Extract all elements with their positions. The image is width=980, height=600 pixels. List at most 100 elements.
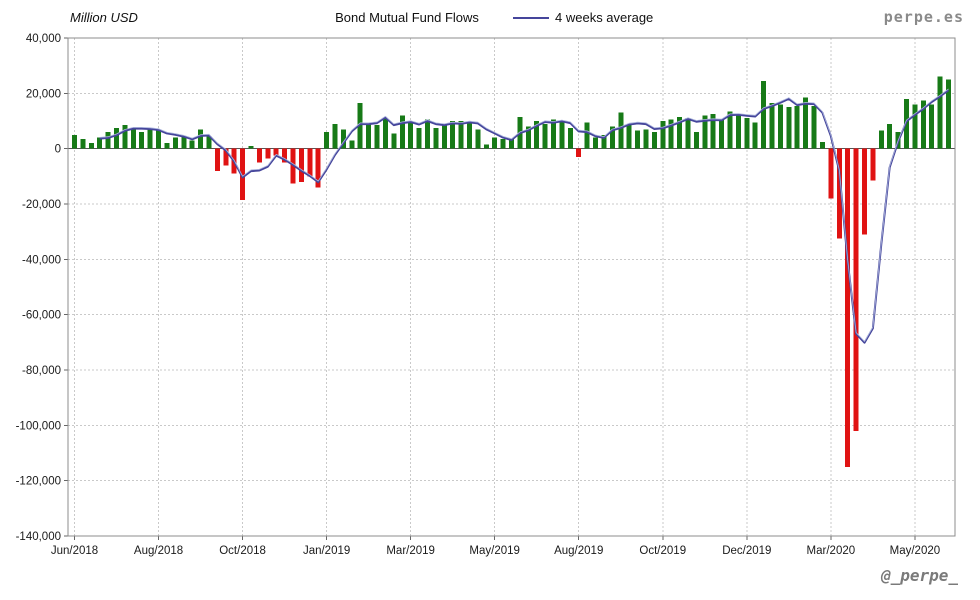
flow-bar	[685, 118, 691, 149]
flow-bar	[551, 119, 557, 149]
flow-bar	[483, 144, 489, 149]
flow-bar	[248, 145, 254, 149]
flow-bar	[433, 127, 439, 149]
x-tick-label: Oct/2018	[219, 545, 266, 557]
y-tick-label: -140,000	[16, 531, 61, 543]
flow-bar	[122, 125, 128, 149]
y-tick-label: -20,000	[22, 199, 61, 211]
flow-bar	[761, 80, 767, 149]
flow-bar	[114, 127, 120, 149]
flow-bar	[702, 115, 708, 149]
flow-bar	[853, 148, 859, 431]
flow-bar	[534, 121, 540, 149]
flow-bar	[424, 119, 430, 149]
x-tick-label: May/2019	[469, 545, 520, 557]
flow-bar	[382, 118, 388, 149]
flow-bar	[198, 129, 204, 149]
legend-line-sample-icon	[513, 16, 549, 19]
flow-bar	[466, 122, 472, 149]
y-tick-label: -60,000	[22, 310, 61, 322]
flow-bar	[618, 112, 624, 149]
flow-bar	[240, 148, 246, 200]
flow-bar	[752, 122, 758, 149]
x-tick-label: Aug/2019	[554, 545, 603, 557]
flow-bar	[366, 123, 372, 149]
twitter-handle: @_perpe_	[880, 566, 958, 585]
flow-bar	[593, 137, 599, 149]
flow-bar	[500, 138, 506, 149]
x-tick-label: Jan/2019	[303, 545, 350, 557]
flow-bar	[786, 107, 792, 149]
flow-bar	[88, 143, 94, 149]
flow-bar	[601, 134, 607, 149]
chart-title: Bond Mutual Fund Flows	[335, 10, 479, 25]
x-tick-label: Mar/2019	[386, 545, 435, 557]
plot-border	[67, 37, 956, 537]
flow-bar	[307, 148, 313, 177]
site-watermark: perpe.es	[883, 8, 964, 26]
average-line	[99, 89, 950, 344]
legend-label: 4 weeks average	[555, 10, 654, 25]
flow-bar	[836, 148, 842, 239]
flow-bar	[920, 100, 926, 149]
y-tick-label: 20,000	[26, 88, 61, 100]
flow-bar	[357, 103, 363, 149]
flow-bar	[164, 143, 170, 149]
flow-bar	[172, 137, 178, 149]
flow-bar	[803, 97, 809, 149]
flow-bar	[828, 148, 834, 199]
flow-bar	[567, 127, 573, 149]
y-tick-label: 40,000	[26, 33, 61, 45]
flow-bar	[878, 130, 884, 149]
x-tick-label: Mar/2020	[807, 545, 856, 557]
flow-bar	[559, 121, 565, 149]
x-tick-label: Jun/2018	[51, 545, 98, 557]
y-tick-label: 0	[55, 144, 61, 156]
flow-bar	[693, 132, 699, 149]
flow-bar	[223, 148, 229, 166]
flow-bar	[946, 79, 951, 149]
flow-bar	[794, 105, 800, 149]
flow-bar	[72, 134, 77, 149]
flow-bar	[719, 119, 725, 149]
flow-bar	[677, 116, 683, 149]
flow-bar	[651, 132, 657, 149]
flow-bar	[727, 111, 733, 149]
flow-bar	[509, 138, 514, 149]
flow-bar	[576, 148, 582, 157]
flow-bar	[189, 140, 195, 149]
flow-bar	[635, 130, 641, 149]
flow-bar	[265, 148, 271, 159]
flow-bar	[937, 76, 943, 149]
flow-bar	[130, 129, 136, 149]
y-tick-label: -100,000	[16, 420, 61, 432]
flow-bar	[643, 129, 649, 149]
flow-bar	[475, 129, 481, 149]
flow-bar	[206, 136, 212, 149]
y-axis-unit-label: Million USD	[70, 10, 138, 25]
flow-bar	[139, 132, 145, 149]
flow-bar	[819, 141, 825, 149]
flow-bar	[735, 114, 741, 149]
flow-bar	[450, 121, 456, 149]
flow-bar	[315, 148, 321, 188]
x-tick-label: May/2020	[890, 545, 941, 557]
flow-bar	[332, 123, 338, 149]
flow-bar	[777, 104, 783, 149]
flow-bar	[609, 126, 615, 149]
y-tick-label: -40,000	[22, 254, 61, 266]
flow-bar	[408, 121, 414, 149]
legend: 4 weeks average	[513, 10, 653, 25]
flow-bar	[80, 138, 86, 149]
flow-bar	[374, 125, 380, 149]
flow-bar	[181, 136, 187, 149]
flow-bar	[391, 133, 397, 149]
x-tick-label: Dec/2019	[722, 545, 771, 557]
flow-bar	[811, 105, 817, 149]
flow-bar	[273, 148, 279, 156]
flow-bar	[845, 148, 851, 467]
flow-bar	[105, 132, 111, 149]
flow-bar	[214, 148, 220, 171]
